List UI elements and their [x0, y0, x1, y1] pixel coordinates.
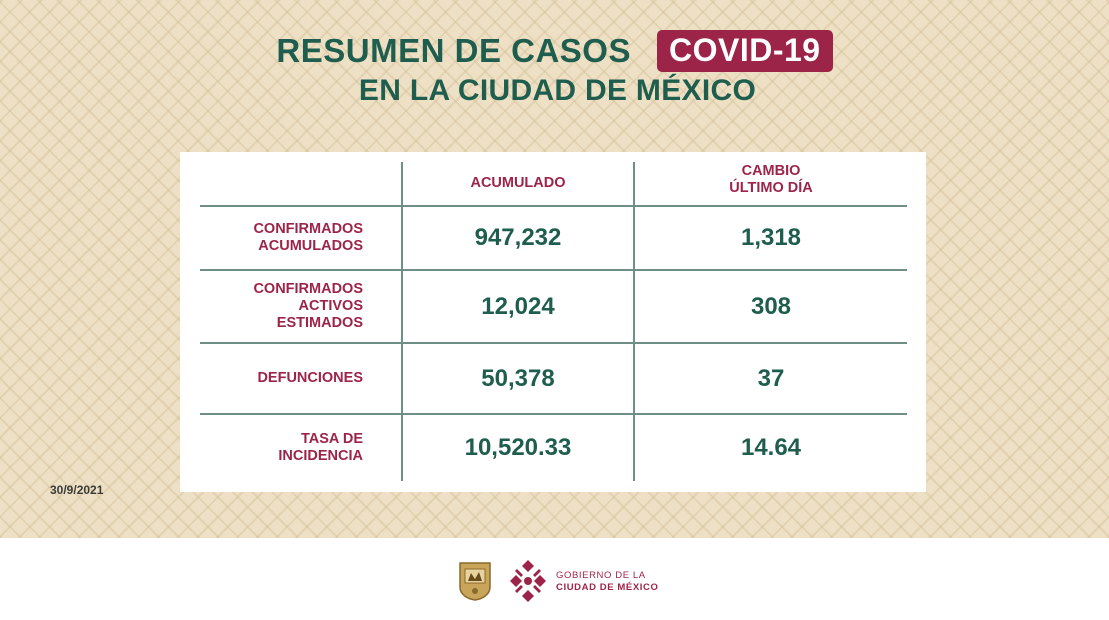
table-row-label: TASA DE INCIDENCIA: [200, 415, 363, 481]
column-divider: [401, 162, 403, 481]
row-label-defunciones: DEFUNCIONES: [257, 370, 363, 386]
value-acumulado: 947,232: [474, 224, 562, 251]
value-cambio: 308: [750, 292, 792, 320]
value-cambio: 37: [757, 364, 785, 392]
summary-table: ACUMULADO CAMBIO ÚLTIMO DÍA CONFIRMADOS …: [180, 152, 926, 492]
row-divider: [200, 342, 907, 344]
page-subtitle: EN LA CIUDAD DE MÉXICO: [358, 74, 757, 107]
row-label-confirmados-acumulados: CONFIRMADOS ACUMULADOS: [253, 221, 363, 254]
row-label-tasa-incidencia: TASA DE INCIDENCIA: [278, 431, 363, 464]
government-wordmark: GOBIERNO DE LA CIUDAD DE MÉXICO: [556, 570, 659, 594]
report-date: 30/9/2021: [50, 483, 104, 497]
footer: GOBIERNO DE LA CIUDAD DE MÉXICO: [0, 538, 1109, 620]
value-cambio: 14.64: [740, 434, 802, 461]
table-row-label: DEFUNCIONES: [200, 344, 363, 413]
value-cambio: 1,318: [740, 224, 802, 251]
gov-line-1: GOBIERNO DE LA: [556, 570, 646, 581]
column-divider: [633, 162, 635, 481]
coat-of-arms-icon: [458, 561, 492, 601]
row-label-confirmados-activos: CONFIRMADOS ACTIVOS ESTIMADOS: [253, 281, 363, 331]
row-divider: [200, 413, 907, 415]
header-acumulado: ACUMULADO: [470, 175, 566, 191]
header-cambio-ultimo-dia: CAMBIO ÚLTIMO DÍA: [729, 163, 813, 196]
value-acumulado: 50,378: [481, 364, 555, 392]
covid-badge: COVID-19: [656, 30, 833, 72]
table-row-label: CONFIRMADOS ACTIVOS ESTIMADOS: [200, 271, 363, 342]
cdmx-logo-icon: [506, 558, 550, 604]
row-divider: [200, 269, 907, 271]
value-acumulado: 12,024: [481, 292, 555, 320]
page-title: RESUMEN DE CASOS: [276, 32, 631, 69]
gov-line-2: CIUDAD DE MÉXICO: [556, 582, 659, 593]
table-row-label: CONFIRMADOS ACUMULADOS: [200, 207, 363, 269]
title-row: RESUMEN DE CASOS COVID-19: [0, 26, 1109, 76]
value-acumulado: 10,520.33: [464, 434, 572, 461]
row-divider: [200, 205, 907, 207]
